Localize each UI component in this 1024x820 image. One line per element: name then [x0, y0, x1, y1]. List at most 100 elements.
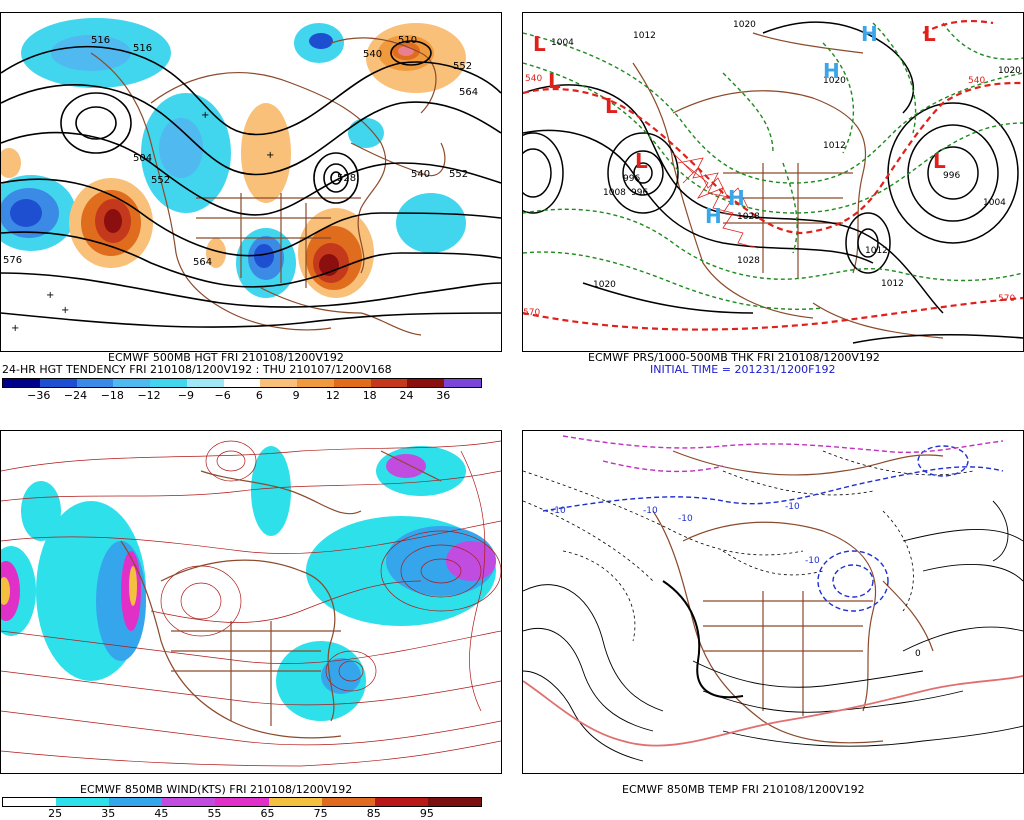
colorbar-swatch [113, 379, 151, 387]
low-center-icon: L [923, 22, 936, 46]
map-850mb-wind-svg [1, 440, 501, 767]
colorbar-label: 95 [419, 807, 434, 820]
thickness-label: 540 [525, 74, 542, 84]
plus-marker: + [61, 305, 69, 316]
colorbar-label: 55 [207, 807, 222, 820]
colorbar-label: −6 [214, 389, 231, 402]
low-center-icon: L [533, 32, 546, 56]
high-center-icon: H [861, 22, 878, 46]
map-pressure-thickness-svg: 1020 1004 1012 1008 996 996 1028 1020 10… [523, 19, 1023, 344]
low-center-icon: L [548, 69, 561, 93]
colorbar-swatch [321, 798, 375, 806]
height-contour-labels: 516 516 540 552 564 510 552 528 540 576 … [3, 35, 478, 268]
contour-label: 564 [193, 257, 212, 268]
p1-caption-line2: 24-HR HGT TENDENCY FRI 210108/1200V192 :… [2, 363, 392, 376]
map-850mb-wind [0, 430, 502, 774]
contour-label: 510 [398, 35, 417, 46]
colorbar-swatch [150, 379, 187, 387]
colorbar-label: 12 [325, 389, 340, 402]
colorbar-swatch [186, 379, 224, 387]
plus-marker: + [266, 150, 274, 161]
wind-speed-colorbar-labels: 25 35 45 55 65 75 85 95 [2, 807, 480, 820]
pressure-label: 1012 [881, 279, 904, 289]
colorbar-swatch [39, 379, 77, 387]
map-500mb-height: + + + + + 516 516 540 552 564 510 552 52… [0, 12, 502, 352]
colorbar-swatch [109, 798, 163, 806]
colorbar-label: 25 [48, 807, 63, 820]
panel-850mb-wind: ECMWF 850MB WIND(KTS) FRI 210108/1200V19… [0, 418, 502, 820]
colorbar-swatch [56, 798, 110, 806]
contour-label: 576 [3, 255, 22, 266]
contour-label: 564 [459, 87, 478, 98]
pressure-label: 1028 [737, 212, 760, 222]
contour-label: 516 [91, 35, 110, 46]
thickness-label: 540 [968, 76, 985, 86]
colorbar-swatch [76, 379, 114, 387]
pressure-label: 1028 [737, 256, 760, 266]
colorbar-swatch [260, 379, 298, 387]
isotherm-labels: -10 -10 -10 0 -10 -10 [551, 502, 921, 659]
low-center-icon: L [605, 94, 618, 118]
isotherm-label: 0 [915, 649, 921, 659]
p3-caption-line1: ECMWF 850MB WIND(KTS) FRI 210108/1200V19… [80, 783, 353, 796]
colorbar-label: 9 [292, 389, 300, 402]
high-pressure-markers: + + + + + [11, 110, 274, 334]
height-contours [1, 40, 501, 328]
thickness-contours-green [523, 22, 1023, 310]
pressure-label: 996 [943, 171, 960, 181]
pressure-contours [523, 21, 1023, 344]
plus-marker: + [46, 290, 54, 301]
p1-caption-line1: ECMWF 500MB HGT FRI 210108/1200V192 [108, 351, 344, 364]
colorbar-label: 36 [436, 389, 451, 402]
pressure-label: 1004 [983, 198, 1006, 208]
colorbar-swatch [407, 379, 445, 387]
coastline-lines [632, 32, 944, 339]
wind-speed-shading [1, 446, 496, 721]
contour-label: 528 [337, 173, 356, 184]
colorbar-swatch [215, 798, 269, 806]
colorbar-swatch [223, 379, 261, 387]
map-850mb-temp: -10 -10 -10 0 -10 -10 [522, 430, 1024, 774]
pressure-label: 1004 [551, 38, 574, 48]
pressure-centers: L L L L L L H H H H [533, 22, 946, 228]
colorbar-swatch [3, 379, 40, 387]
isotherm-label: -10 [785, 502, 800, 512]
cold-isotherms [542, 445, 1004, 612]
colorbar-swatch [444, 379, 481, 387]
contour-label: 516 [133, 43, 152, 54]
colorbar-swatch [370, 379, 408, 387]
colorbar-label: 65 [260, 807, 275, 820]
colorbar-swatch [333, 379, 371, 387]
map-850mb-temp-svg: -10 -10 -10 0 -10 -10 [523, 435, 1023, 762]
panel-850mb-temp: -10 -10 -10 0 -10 -10 ECMWF 850MB TEMP F… [522, 418, 1024, 819]
pressure-label: 1020 [823, 76, 846, 86]
pressure-label: 1012 [823, 141, 846, 151]
contour-label: 552 [151, 175, 170, 186]
colorbar-label: 6 [255, 389, 263, 402]
height-tendency-colorbar [2, 378, 482, 388]
colorbar-label: −18 [100, 389, 124, 402]
isotherm-label: -10 [678, 514, 693, 524]
thickness-label: 570 [523, 308, 540, 318]
thickness-label: 570 [998, 294, 1015, 304]
rockies-contour-tangle [672, 152, 759, 249]
pressure-label: 1008 [603, 188, 626, 198]
pressure-label: 996 [623, 174, 640, 184]
isotherm-label: -10 [551, 506, 566, 516]
p2-caption-line2: INITIAL TIME = 201231/1200F192 [650, 363, 836, 376]
pressure-labels: 1020 1004 1012 1008 996 996 1028 1020 10… [551, 20, 1021, 290]
high-center-icon: H [728, 186, 745, 210]
isotherms-dashed [523, 450, 974, 642]
thickness-contours-red [523, 19, 1023, 331]
colorbar-label: 18 [362, 389, 377, 402]
isotherm-label: -10 [805, 556, 820, 566]
wind-speed-colorbar [2, 797, 482, 807]
colorbar-label: −36 [27, 389, 51, 402]
colorbar-swatch [374, 798, 428, 806]
high-center-icon: H [705, 204, 722, 228]
pressure-label: 1012 [865, 246, 888, 256]
colorbar-label: 75 [313, 807, 328, 820]
p2-caption-line1: ECMWF PRS/1000-500MB THK FRI 210108/1200… [588, 351, 880, 364]
colorbar-label: −9 [177, 389, 194, 402]
map-500mb-height-svg: + + + + + 516 516 540 552 564 510 552 52… [1, 18, 501, 336]
